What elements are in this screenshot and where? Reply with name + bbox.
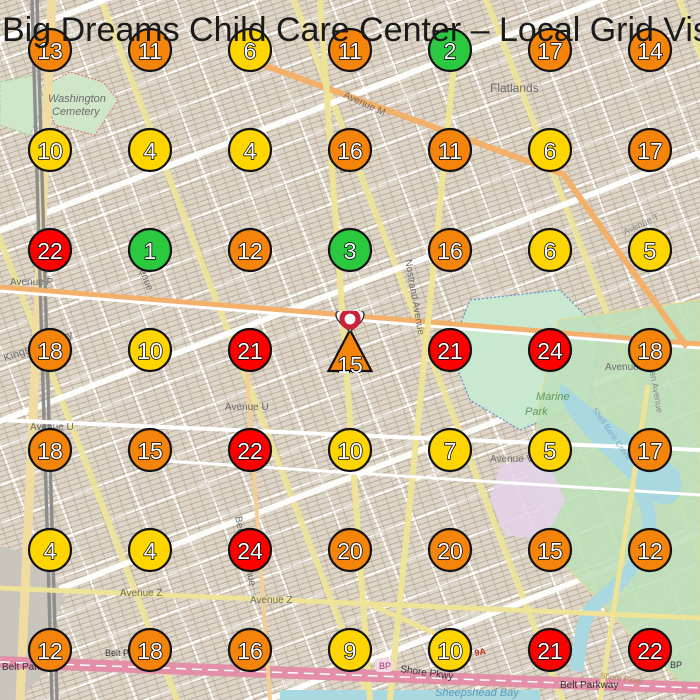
svg-text:16: 16: [337, 138, 363, 164]
svg-text:15: 15: [537, 538, 563, 564]
svg-text:9: 9: [344, 638, 357, 664]
svg-text:4: 4: [44, 538, 57, 564]
svg-text:16: 16: [437, 238, 463, 264]
svg-text:Sheepshead Bay: Sheepshead Bay: [435, 687, 520, 699]
svg-text:6: 6: [544, 238, 557, 264]
svg-text:21: 21: [537, 638, 563, 664]
svg-text:Avenue Z: Avenue Z: [250, 595, 293, 606]
svg-text:5: 5: [644, 238, 657, 264]
svg-text:9A: 9A: [474, 646, 488, 658]
svg-text:Washington: Washington: [48, 93, 106, 105]
svg-text:18: 18: [137, 638, 163, 664]
svg-text:20: 20: [437, 538, 463, 564]
svg-text:Avenue Z: Avenue Z: [120, 588, 163, 599]
svg-text:21: 21: [437, 338, 463, 364]
svg-text:24: 24: [537, 338, 563, 364]
svg-text:22: 22: [237, 438, 263, 464]
svg-text:4: 4: [144, 138, 157, 164]
svg-text:20: 20: [337, 538, 363, 564]
svg-text:18: 18: [37, 338, 63, 364]
svg-text:17: 17: [637, 138, 663, 164]
svg-text:Cemetery: Cemetery: [52, 106, 101, 118]
svg-text:12: 12: [637, 538, 663, 564]
svg-text:21: 21: [237, 338, 263, 364]
svg-text:Belt Parkway: Belt Parkway: [560, 680, 618, 691]
svg-text:Park: Park: [525, 406, 548, 418]
svg-text:Avenue U: Avenue U: [225, 402, 269, 413]
svg-text:Avenue M: Avenue M: [342, 90, 387, 119]
svg-text:11: 11: [438, 138, 462, 164]
svg-text:4: 4: [144, 538, 157, 564]
svg-text:7: 7: [444, 438, 457, 464]
svg-text:22: 22: [637, 638, 663, 664]
svg-text:12: 12: [37, 638, 63, 664]
svg-text:10: 10: [437, 638, 463, 664]
svg-text:18: 18: [37, 438, 63, 464]
svg-text:Marine: Marine: [536, 391, 570, 403]
svg-text:17: 17: [637, 438, 663, 464]
svg-text:1: 1: [144, 238, 157, 264]
svg-text:4: 4: [244, 138, 257, 164]
svg-text:22: 22: [37, 238, 63, 264]
svg-text:5: 5: [544, 438, 557, 464]
svg-text:Flatlands: Flatlands: [490, 81, 539, 95]
svg-text:16: 16: [237, 638, 263, 664]
svg-text:24: 24: [237, 538, 263, 564]
svg-text:18: 18: [637, 338, 663, 364]
svg-text:15: 15: [137, 438, 163, 464]
svg-text:6: 6: [544, 138, 557, 164]
svg-text:3: 3: [344, 238, 357, 264]
svg-text:Avenue P: Avenue P: [10, 277, 54, 288]
svg-text:10: 10: [37, 138, 63, 164]
svg-text:BP: BP: [379, 661, 391, 671]
svg-text:12: 12: [237, 238, 263, 264]
svg-text:15: 15: [337, 352, 363, 373]
svg-text:10: 10: [137, 338, 163, 364]
svg-text:10: 10: [337, 438, 363, 464]
